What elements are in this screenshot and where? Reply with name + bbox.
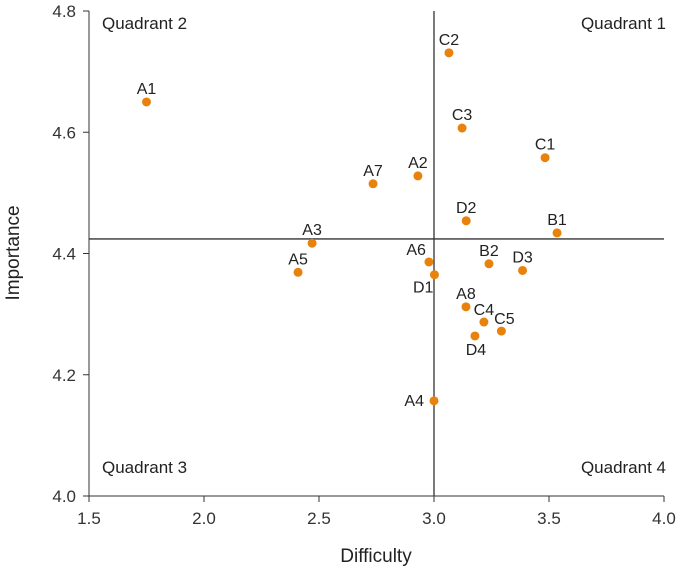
x-tick-label: 1.5 — [77, 509, 101, 528]
point-label-a7: A7 — [363, 163, 383, 180]
point-label-a6: A6 — [406, 242, 426, 259]
data-point-d1 — [429, 270, 439, 280]
point-label-c4: C4 — [474, 302, 495, 319]
point-label-a4: A4 — [404, 393, 424, 410]
point-label-d1: D1 — [413, 280, 434, 297]
point-label-c5: C5 — [494, 311, 515, 328]
x-tick-label: 2.5 — [307, 509, 331, 528]
x-tick-label: 4.0 — [652, 509, 676, 528]
data-point-a6 — [424, 257, 434, 267]
point-label-a3: A3 — [302, 222, 322, 239]
point-label-a1: A1 — [137, 81, 157, 98]
point-label-b2: B2 — [479, 243, 499, 260]
y-tick-label: 4.6 — [52, 123, 76, 142]
data-point-a3 — [307, 238, 317, 248]
point-label-d3: D3 — [512, 249, 533, 266]
data-point-d3 — [518, 265, 528, 275]
y-tick-label: 4.0 — [52, 487, 76, 506]
data-point-a7 — [368, 179, 378, 189]
data-point-c4 — [479, 317, 489, 327]
quadrant-3-label: Quadrant 3 — [102, 458, 187, 477]
point-label-c1: C1 — [535, 137, 556, 154]
data-point-c1 — [540, 153, 550, 163]
x-tick-label: 3.5 — [537, 509, 561, 528]
x-tick-label: 3.0 — [422, 509, 446, 528]
data-point-a2 — [413, 171, 423, 181]
y-axis-title: Importance — [3, 205, 24, 300]
point-label-c2: C2 — [439, 32, 460, 49]
y-tick-label: 4.4 — [52, 245, 76, 264]
point-label-d2: D2 — [456, 200, 477, 217]
point-label-c3: C3 — [452, 107, 473, 124]
quadrant-4-label: Quadrant 4 — [581, 458, 666, 477]
data-point-a1 — [142, 97, 151, 107]
data-point-c2 — [444, 48, 454, 58]
y-tick-label: 4.2 — [52, 366, 76, 385]
data-point-b2 — [484, 259, 494, 269]
x-tick-label: 2.0 — [192, 509, 216, 528]
data-point-a4 — [429, 396, 439, 406]
data-point-b1 — [552, 228, 562, 238]
data-point-d2 — [461, 216, 471, 226]
y-tick-label: 4.8 — [52, 2, 76, 21]
data-point-c3 — [457, 123, 467, 133]
point-label-a8: A8 — [456, 286, 476, 303]
data-point-d4 — [470, 331, 480, 341]
quadrant-2-label: Quadrant 2 — [102, 14, 187, 33]
quadrant-1-label: Quadrant 1 — [581, 14, 666, 33]
data-point-c5 — [496, 326, 506, 336]
x-axis-title: Difficulty — [340, 546, 412, 567]
data-point-a5 — [293, 267, 303, 277]
data-point-a8 — [461, 302, 471, 312]
point-label-a5: A5 — [288, 251, 308, 268]
point-label-d4: D4 — [466, 342, 487, 359]
point-label-a2: A2 — [408, 155, 428, 172]
point-label-b1: B1 — [547, 212, 567, 229]
